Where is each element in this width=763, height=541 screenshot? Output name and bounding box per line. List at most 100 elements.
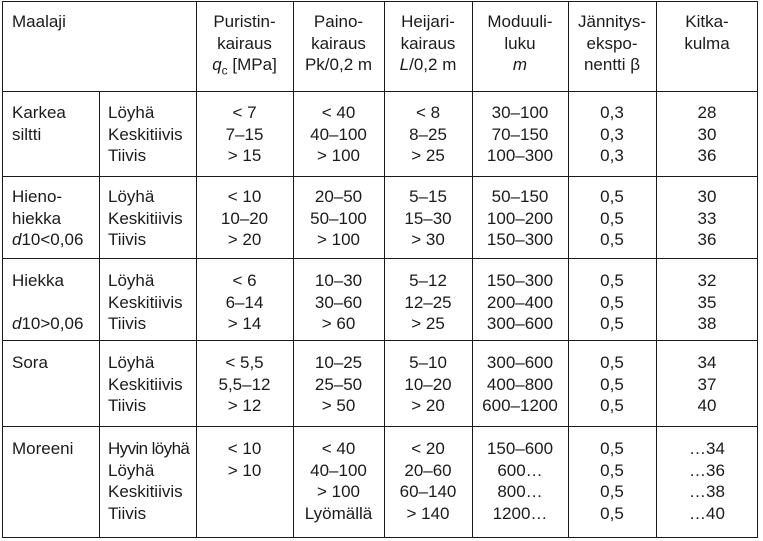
phi-value: 40	[697, 396, 717, 415]
l-value: 60–140	[399, 482, 457, 501]
header-divider	[2, 91, 758, 92]
pk-value: 10–25	[314, 353, 363, 372]
beta-value: 0,3	[600, 146, 624, 165]
m-value: 200–400	[486, 292, 554, 312]
l-value: < 8	[415, 103, 441, 122]
beta-value: 0,5	[600, 208, 624, 228]
header-text: kairaus	[217, 33, 272, 53]
qc-cell: < 10 > 10	[196, 438, 293, 481]
pk-cell: 20–50 50–100 > 100	[293, 186, 384, 251]
state-cell: Löyhä Keskitiivis Tiivis	[108, 102, 183, 167]
beta-value: 0,5	[600, 396, 624, 415]
soil-name: Karkea	[12, 103, 66, 122]
pk-value: Lyömällä	[304, 503, 373, 523]
group-divider	[2, 176, 758, 177]
l-cell: 5–12 12–25 > 25	[384, 270, 472, 335]
beta-value: 0,5	[600, 460, 624, 480]
beta-cell: 0,5 0,5 0,5 0,5	[568, 438, 656, 524]
state-cell: Löyhä Keskitiivis Tiivis	[108, 352, 183, 417]
state-label: Tiivis	[108, 146, 147, 165]
pk-value: > 60	[321, 314, 356, 333]
group-divider	[2, 426, 758, 427]
phi-cell: 34 37 40	[656, 352, 758, 417]
pk-value: 40–100	[310, 460, 367, 480]
state-label: Löyhä	[108, 271, 155, 290]
qc-cell: < 7 7–15 > 15	[196, 102, 293, 167]
soil-name: hiekka	[12, 208, 62, 228]
pk-value: 30–60	[314, 292, 363, 312]
m-value: 300–600	[486, 314, 554, 333]
qc-value: < 10	[227, 439, 262, 458]
phi-cell: 32 35 38	[656, 270, 758, 335]
soil-name	[12, 292, 83, 314]
l-value: 12–25	[404, 292, 452, 312]
state-cell: Hyvin löyhä Löyhä Keskitiivis Tiivis	[108, 438, 190, 524]
phi-value: 36	[697, 146, 717, 165]
pk-value: > 100	[316, 230, 360, 249]
soil-name-cell: Hiekka d10>0,06	[12, 270, 83, 335]
soil-name: Sora	[12, 353, 48, 372]
phi-cell: 30 33 36	[656, 186, 758, 251]
state-column-divider	[99, 91, 100, 538]
l-value: 15–30	[404, 208, 452, 228]
l-cell: < 20 20–60 60–140 > 140	[384, 438, 472, 524]
state-label: Keskitiivis	[108, 208, 183, 228]
state-label: Tiivis	[108, 230, 147, 249]
l-value: > 25	[411, 146, 445, 165]
state-label: Tiivis	[108, 503, 147, 523]
header-text: ekspo-	[586, 33, 638, 53]
pk-value: < 40	[321, 439, 356, 458]
header-text: qc [MPa]	[212, 55, 277, 78]
soil-name-cell: Hieno- hiekka d10<0,06	[12, 186, 83, 251]
header-text: kairaus	[400, 33, 456, 53]
column-divider	[568, 1, 569, 538]
l-cell: 5–15 15–30 > 30	[384, 186, 472, 251]
soil-name: Hiekka	[12, 271, 64, 290]
header-text: nentti β	[583, 55, 641, 74]
l-value: 8–25	[409, 124, 447, 144]
m-value: 300–600	[486, 353, 554, 372]
header-stress-exponent: Jännitys- ekspo- nentti β	[568, 11, 656, 76]
header-cone-penetration: Puristin- kairaus qc [MPa]	[196, 11, 293, 82]
l-value: 10–20	[404, 374, 452, 394]
phi-cell: 28 30 36	[656, 102, 758, 167]
m-value: 100–300	[486, 146, 554, 165]
soil-name: siltti	[12, 124, 42, 144]
column-divider	[196, 1, 197, 538]
m-value: 1200…	[492, 503, 548, 523]
beta-value: 0,5	[600, 292, 624, 312]
l-value: > 30	[411, 230, 445, 249]
m-value: 150–600	[486, 439, 554, 458]
pk-value: 50–100	[310, 208, 367, 228]
l-value: 5–12	[409, 271, 447, 290]
pk-cell: 10–30 30–60 > 60	[293, 270, 384, 335]
pk-value: 40–100	[310, 124, 367, 144]
m-value: 30–100	[491, 103, 549, 122]
m-value: 70–150	[491, 124, 549, 144]
beta-value: 0,5	[600, 482, 624, 501]
beta-value: 0,5	[600, 314, 624, 333]
qc-value: 7–15	[225, 124, 264, 144]
qc-value: > 14	[227, 314, 262, 333]
header-text: kairaus	[311, 33, 366, 53]
beta-value: 0,5	[600, 353, 624, 372]
phi-value: 35	[697, 292, 717, 312]
beta-value: 0,3	[600, 103, 624, 122]
phi-value: 36	[697, 230, 717, 249]
qc-value: < 5,5	[225, 353, 264, 372]
column-divider	[656, 1, 657, 538]
qc-value: > 15	[227, 146, 262, 165]
state-label: Keskitiivis	[108, 124, 183, 144]
l-cell: < 8 8–25 > 25	[384, 102, 472, 167]
soil-name: Hieno-	[12, 187, 63, 206]
column-divider	[384, 1, 385, 538]
state-label: Keskitiivis	[108, 374, 183, 394]
soil-name-cell: Karkea siltti	[12, 102, 66, 145]
phi-value: …40	[689, 503, 725, 523]
soil-name: d10>0,06	[12, 314, 84, 333]
qc-value: 6–14	[225, 292, 264, 312]
phi-value: 28	[697, 103, 717, 122]
pk-value: 20–50	[314, 187, 363, 206]
header-text: kulma	[684, 33, 730, 53]
header-weight-sounding: Paino- kairaus Pk/0,2 m	[293, 11, 384, 76]
